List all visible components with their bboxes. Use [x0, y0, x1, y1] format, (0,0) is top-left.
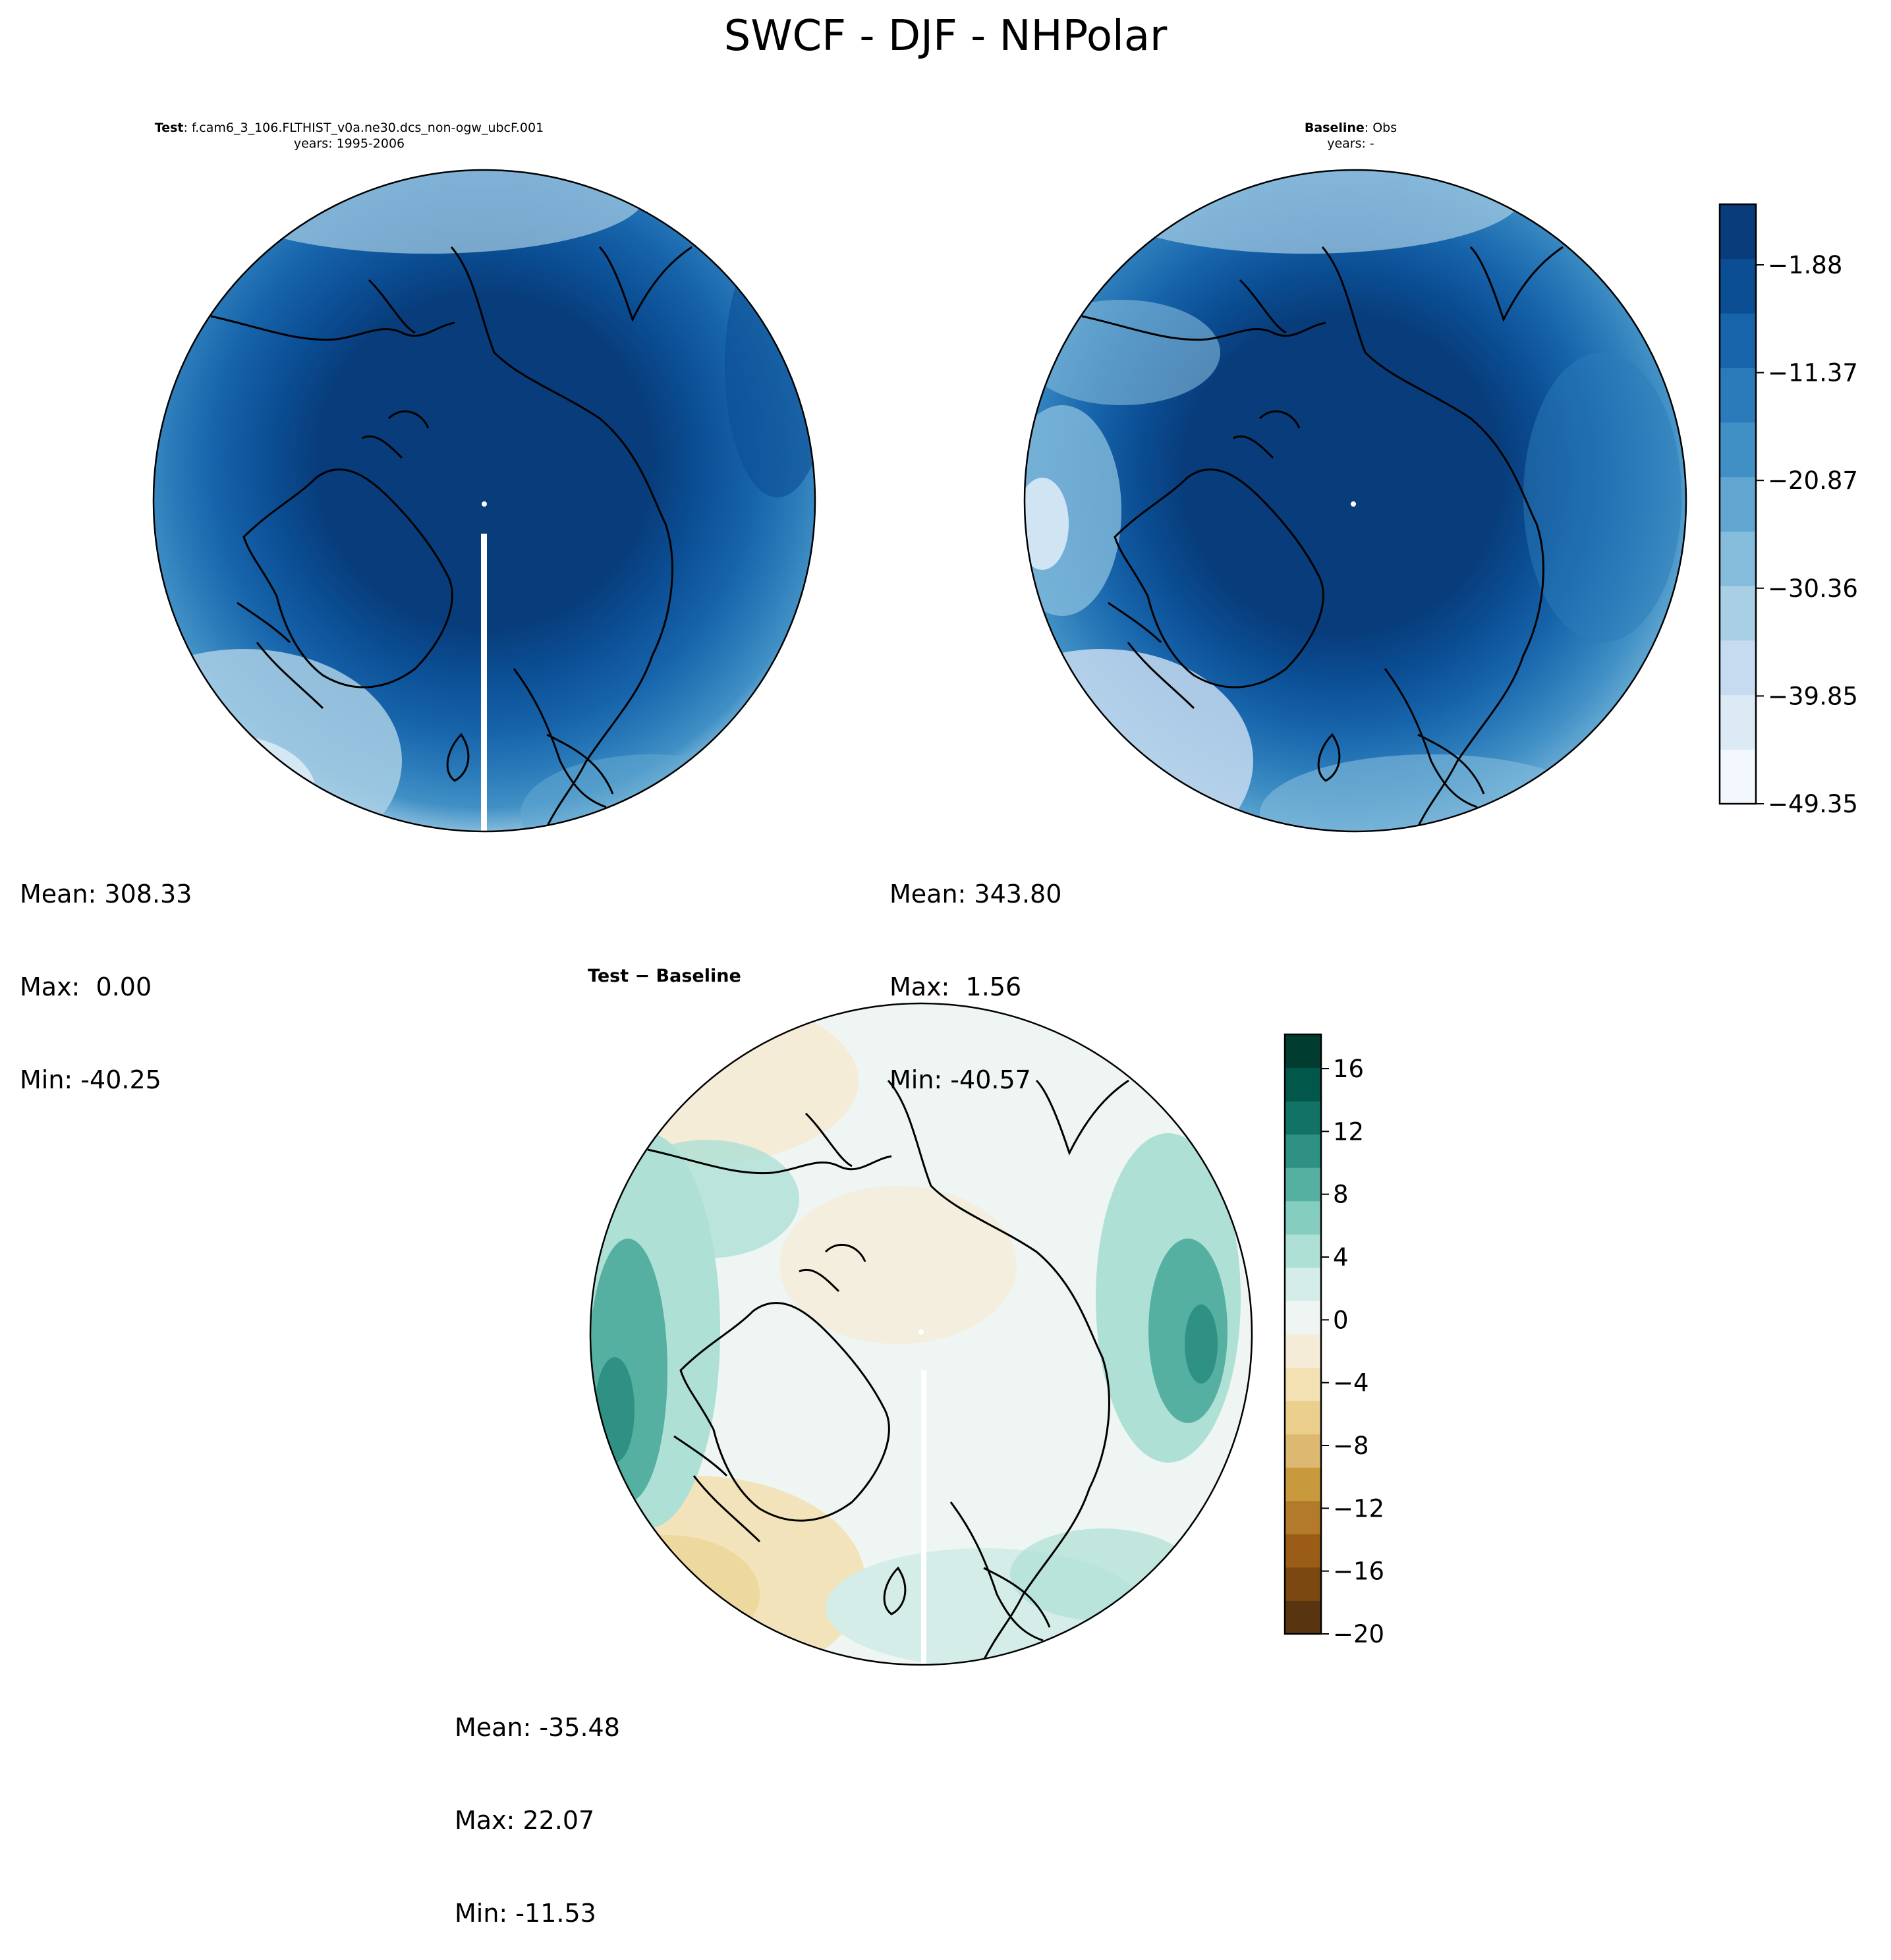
- diff-stats: Mean: -35.48 Max: 22.07 Min: -11.53: [455, 1650, 620, 1960]
- brbg-swatch: [1285, 1500, 1321, 1534]
- blues-colorbar-swatches: [1720, 204, 1756, 804]
- brbg-swatch: [1285, 1034, 1321, 1069]
- blues-swatch: [1720, 749, 1756, 804]
- diff-panel-title: Test − Baseline: [588, 966, 741, 986]
- brbg-tick-label: 0: [1333, 1306, 1349, 1334]
- baseline-years: years: -: [1327, 136, 1374, 151]
- blues-swatch: [1720, 476, 1756, 532]
- blues-swatch: [1720, 422, 1756, 478]
- blues-colorbar-ticks: −1.88 −11.37 −20.87 −30.36 −39.85 −49.35: [1756, 251, 1858, 818]
- brbg-swatch: [1285, 1234, 1321, 1268]
- brbg-swatch: [1285, 1200, 1321, 1235]
- test-stats: Mean: 308.33 Max: 0.00 Min: -40.25: [20, 817, 192, 1127]
- brbg-swatch: [1285, 1401, 1321, 1435]
- brbg-colorbar-swatches: [1285, 1034, 1321, 1635]
- blues-tick-label: −11.37: [1768, 359, 1858, 387]
- baseline-panel-title: Baseline: Obs years: -: [1153, 120, 1548, 152]
- blues-swatch: [1720, 258, 1756, 314]
- coastlines: [1081, 246, 1637, 827]
- test-max: Max: 0.00: [20, 972, 152, 1001]
- brbg-swatch: [1285, 1534, 1321, 1568]
- blues-colorbar: −1.88 −11.37 −20.87 −30.36 −39.85 −49.35: [1718, 203, 1858, 818]
- brbg-swatch: [1285, 1600, 1321, 1635]
- brbg-tick-label: 12: [1333, 1117, 1364, 1146]
- blues-tick-label: −1.88: [1768, 251, 1842, 279]
- brbg-tick-label: 8: [1333, 1181, 1349, 1209]
- brbg-colorbar-ticks: 16 12 8 4 0 −4 −8 −12 −16 −20: [1321, 1055, 1384, 1648]
- diff-max: Max: 22.07: [455, 1806, 595, 1835]
- brbg-swatch: [1285, 1467, 1321, 1501]
- brbg-swatch: [1285, 1367, 1321, 1401]
- blues-swatch: [1720, 313, 1756, 368]
- test-min: Min: -40.25: [20, 1065, 161, 1094]
- blues-tick-label: −49.35: [1768, 790, 1858, 818]
- blues-swatch: [1720, 586, 1756, 641]
- brbg-swatch: [1285, 1334, 1321, 1368]
- diff-mean: Mean: -35.48: [455, 1713, 620, 1742]
- diff-min: Min: -11.53: [455, 1899, 596, 1928]
- brbg-swatch: [1285, 1134, 1321, 1168]
- baseline-mean: Mean: 343.80: [889, 880, 1062, 909]
- baseline-max: Max: 1.56: [889, 972, 1022, 1001]
- baseline-min: Min: -40.57: [889, 1065, 1031, 1094]
- diff-polar-map: [589, 1002, 1253, 1666]
- baseline-stats: Mean: 343.80 Max: 1.56 Min: -40.57: [889, 817, 1061, 1127]
- brbg-tick-label: −12: [1333, 1494, 1384, 1523]
- baseline-title-label: Baseline: [1304, 121, 1365, 135]
- blues-swatch: [1720, 204, 1756, 260]
- coastlines: [210, 246, 766, 827]
- brbg-swatch: [1285, 1567, 1321, 1601]
- test-case-name: : f.cam6_3_106.FLTHIST_v0a.ne30.dcs_non-…: [183, 121, 544, 135]
- brbg-swatch: [1285, 1267, 1321, 1301]
- brbg-swatch: [1285, 1101, 1321, 1135]
- brbg-swatch: [1285, 1434, 1321, 1468]
- blues-swatch: [1720, 368, 1756, 423]
- brbg-tick-label: −8: [1333, 1432, 1369, 1460]
- test-years: years: 1995-2006: [293, 136, 405, 151]
- blues-tick-label: −39.85: [1768, 682, 1858, 710]
- brbg-tick-label: 16: [1333, 1055, 1364, 1083]
- brbg-swatch: [1285, 1167, 1321, 1202]
- brbg-colorbar: 16 12 8 4 0 −4 −8 −12 −16 −20: [1284, 1033, 1384, 1648]
- brbg-tick-label: −16: [1333, 1557, 1384, 1586]
- blues-swatch: [1720, 694, 1756, 750]
- test-title-label: Test: [154, 121, 184, 135]
- brbg-swatch: [1285, 1067, 1321, 1102]
- blues-tick-label: −30.36: [1768, 574, 1858, 603]
- baseline-polar-map: [1023, 169, 1687, 833]
- blues-swatch: [1720, 640, 1756, 696]
- figure-title: SWCF - DJF - NHPolar: [723, 12, 1168, 61]
- test-mean: Mean: 308.33: [20, 880, 192, 909]
- blues-swatch: [1720, 531, 1756, 586]
- baseline-source: : Obs: [1364, 121, 1397, 135]
- brbg-tick-label: 4: [1333, 1243, 1349, 1272]
- blues-tick-label: −20.87: [1768, 466, 1858, 495]
- brbg-tick-label: −4: [1333, 1369, 1369, 1397]
- brbg-swatch: [1285, 1301, 1321, 1335]
- brbg-tick-label: −20: [1333, 1620, 1384, 1648]
- test-polar-map: [152, 169, 816, 833]
- test-panel-title: Test: f.cam6_3_106.FLTHIST_v0a.ne30.dcs_…: [152, 120, 547, 152]
